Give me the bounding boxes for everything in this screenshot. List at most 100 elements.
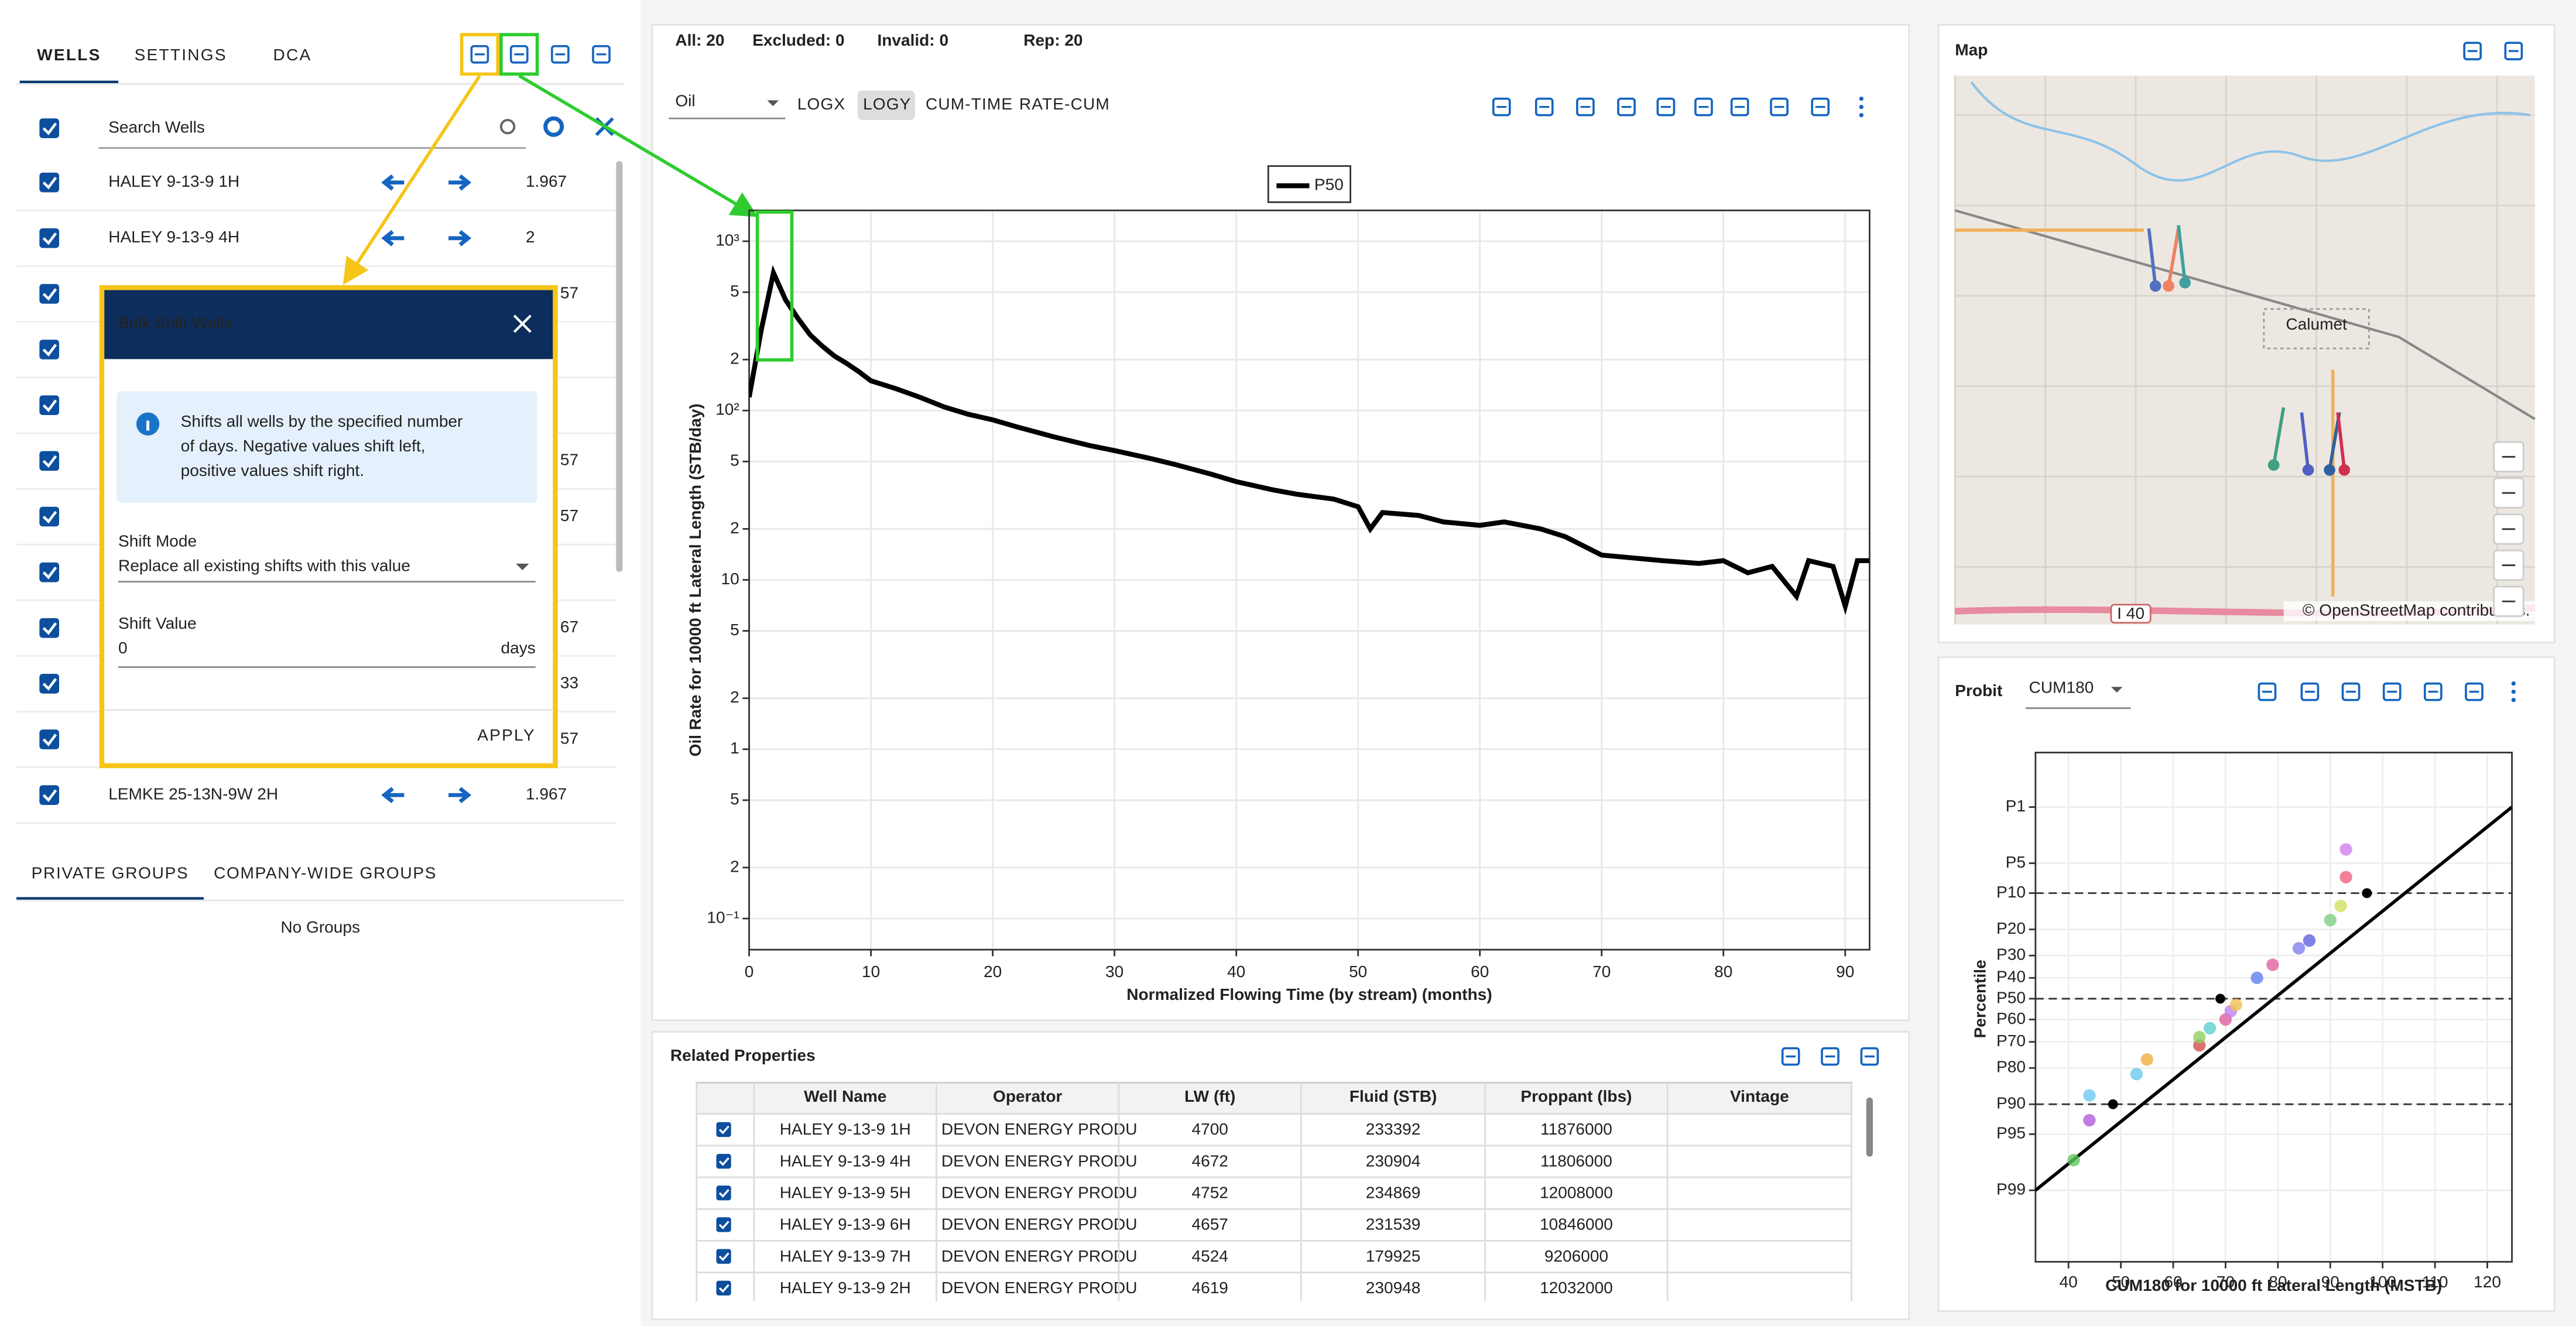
select-value[interactable]: CUM180: [2029, 678, 2094, 696]
probit-tool[interactable]: [2424, 682, 2443, 701]
well-pin[interactable]: [2149, 280, 2161, 292]
apply-button[interactable]: APPLY: [477, 726, 536, 744]
probit-tool-glyph: [2424, 682, 2443, 701]
well-pin[interactable]: [2338, 464, 2351, 476]
chart-tool[interactable]: [1617, 97, 1636, 117]
highlight-box: [499, 33, 539, 76]
y-tick-label: P90: [1996, 1094, 2026, 1112]
search-input[interactable]: Search Wells: [108, 118, 205, 136]
row-check[interactable]: [716, 1280, 731, 1296]
y-tick-label: 2: [730, 519, 739, 537]
scrollbar: [616, 161, 623, 572]
probit-tool[interactable]: [2258, 682, 2277, 701]
table-cell: DEVON ENERGY PRODU: [941, 1279, 1138, 1297]
shift-left[interactable]: [381, 229, 405, 246]
select-arrow: [767, 100, 779, 107]
checkbox[interactable]: [39, 451, 60, 471]
checkbox-box: [716, 1185, 731, 1201]
chart-tool[interactable]: [1730, 97, 1749, 117]
well-pin[interactable]: [2302, 464, 2314, 476]
table-tool[interactable]: [1860, 1047, 1879, 1066]
table-tool[interactable]: [1781, 1047, 1800, 1066]
well-name: HALEY 9-13-9 4H: [108, 228, 239, 246]
well-pin[interactable]: [2267, 459, 2280, 471]
group-tab[interactable]: COMPANY-WIDE GROUPS: [214, 864, 437, 882]
shift-right[interactable]: [448, 787, 472, 803]
chart-tool[interactable]: [1694, 97, 1713, 117]
stream-select[interactable]: Oil: [675, 92, 695, 110]
well-pin[interactable]: [2324, 464, 2335, 476]
tab[interactable]: SETTINGS: [135, 46, 227, 64]
shift-left[interactable]: [381, 174, 405, 191]
number-input[interactable]: 0: [118, 639, 128, 657]
checkbox[interactable]: [39, 785, 60, 805]
checkbox[interactable]: [39, 118, 60, 138]
row-check[interactable]: [716, 1217, 731, 1232]
toolbar-icon[interactable]: [470, 44, 489, 64]
checkbox[interactable]: [39, 340, 60, 359]
checkbox[interactable]: [39, 172, 60, 193]
toggle-button[interactable]: LOGX: [797, 95, 845, 113]
chart-tool[interactable]: [1656, 97, 1676, 117]
chart-tool-glyph: [1534, 97, 1554, 117]
highway-shield: [2110, 604, 2152, 624]
map-tool[interactable]: [2504, 42, 2523, 61]
row-check[interactable]: [716, 1153, 731, 1169]
tab[interactable]: WELLS: [37, 46, 101, 64]
toggle-button[interactable]: LOGY: [863, 95, 911, 113]
chart-tool-glyph: [1656, 97, 1676, 117]
checkbox[interactable]: [39, 562, 60, 583]
well-pin[interactable]: [2163, 280, 2174, 292]
checkbox-box: [39, 284, 60, 304]
row-check[interactable]: [716, 1185, 731, 1201]
group-tab[interactable]: PRIVATE GROUPS: [32, 864, 189, 882]
select-value[interactable]: Replace all existing shifts with this va…: [118, 557, 410, 575]
probit-tool[interactable]: [2382, 682, 2402, 701]
well-pin[interactable]: [2179, 277, 2191, 289]
river: [1970, 81, 2530, 182]
checkbox-box: [39, 395, 60, 416]
panel-title: Probit: [1955, 681, 2002, 700]
chart-tool[interactable]: [1576, 97, 1595, 117]
search-icon: [499, 119, 516, 135]
checkbox-box: [716, 1249, 731, 1264]
checkbox[interactable]: [39, 395, 60, 416]
checkbox[interactable]: [39, 228, 60, 248]
row-check[interactable]: [716, 1249, 731, 1264]
map-attribution: © OpenStreetMap contributors.: [2303, 601, 2530, 619]
chart-tool[interactable]: [1534, 97, 1554, 117]
shift-left[interactable]: [381, 787, 405, 803]
probit-point: [2083, 1089, 2096, 1102]
chart-tool-glyph: [1730, 97, 1749, 117]
dialog-close[interactable]: [513, 314, 532, 333]
checkbox[interactable]: [39, 284, 60, 304]
checkbox[interactable]: [39, 618, 60, 638]
table-tool[interactable]: [1821, 1047, 1839, 1066]
select-arrow: [516, 563, 529, 570]
chart-tool[interactable]: [1811, 97, 1830, 117]
checkbox[interactable]: [39, 674, 60, 694]
toggle-button[interactable]: RATE-CUM: [1019, 95, 1110, 113]
toolbar-icon-glyph: [551, 44, 570, 64]
chart-tool[interactable]: [1770, 97, 1789, 117]
shift-right[interactable]: [448, 174, 472, 191]
tab[interactable]: DCA: [273, 46, 312, 64]
map-tool[interactable]: [2463, 42, 2482, 61]
chart-tool[interactable]: [1492, 97, 1511, 117]
toolbar-icon[interactable]: [592, 44, 611, 64]
shift-right[interactable]: [448, 229, 472, 246]
toggle-button[interactable]: CUM-TIME: [926, 95, 1013, 113]
probit-tool[interactable]: [2341, 682, 2361, 701]
x-tick-label: 50: [1349, 962, 1367, 981]
checkbox[interactable]: [39, 729, 60, 749]
empty-message: No Groups: [280, 918, 360, 936]
probit-tool[interactable]: [2300, 682, 2320, 701]
toolbar-icon[interactable]: [509, 44, 529, 64]
checkbox-box: [716, 1153, 731, 1169]
y-tick-label: P99: [1996, 1180, 2026, 1198]
row-check[interactable]: [716, 1122, 731, 1137]
toolbar-icon[interactable]: [551, 44, 570, 64]
settings-icon[interactable]: [543, 116, 564, 137]
probit-tool[interactable]: [2465, 682, 2483, 701]
checkbox[interactable]: [39, 506, 60, 527]
